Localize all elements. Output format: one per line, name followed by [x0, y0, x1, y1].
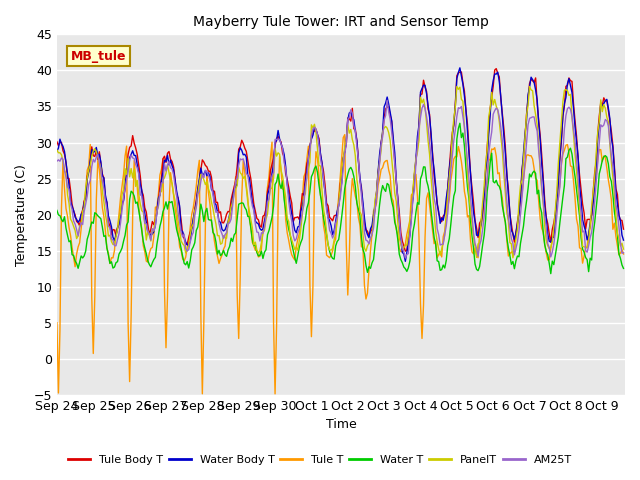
Legend: Tule Body T, Water Body T, Tule T, Water T, PanelT, AM25T: Tule Body T, Water Body T, Tule T, Water… — [63, 451, 577, 469]
Text: MB_tule: MB_tule — [71, 49, 127, 62]
Title: Mayberry Tule Tower: IRT and Sensor Temp: Mayberry Tule Tower: IRT and Sensor Temp — [193, 15, 489, 29]
X-axis label: Time: Time — [326, 419, 356, 432]
Y-axis label: Temperature (C): Temperature (C) — [15, 164, 28, 265]
